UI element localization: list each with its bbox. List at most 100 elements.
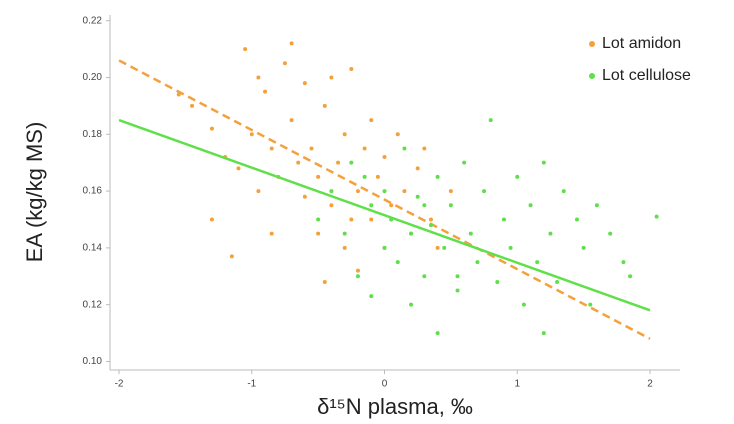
point [289, 118, 294, 123]
point [455, 288, 460, 293]
y-tick-label: 0.12 [83, 299, 103, 310]
point [415, 194, 420, 199]
point [269, 231, 274, 236]
point [369, 217, 374, 222]
point [581, 245, 586, 250]
point [355, 274, 360, 279]
point [422, 203, 427, 208]
point [369, 203, 374, 208]
point [316, 231, 321, 236]
point [289, 41, 294, 46]
point [488, 118, 493, 123]
point [236, 166, 241, 171]
y-tick-label: 0.18 [83, 129, 103, 140]
y-tick-label: 0.22 [83, 15, 103, 26]
legend-marker [589, 73, 595, 79]
point [501, 217, 506, 222]
point [621, 260, 626, 265]
point [395, 132, 400, 137]
point [561, 189, 566, 194]
point [448, 203, 453, 208]
point [422, 274, 427, 279]
point [302, 194, 307, 199]
point [336, 160, 341, 165]
point [422, 146, 427, 151]
y-axis-label: EA (kg/kg MS) [22, 122, 47, 263]
point [515, 174, 520, 179]
point [309, 146, 314, 151]
point [654, 214, 659, 219]
point [329, 203, 334, 208]
point [628, 274, 633, 279]
x-tick-label: -1 [247, 379, 256, 390]
point [475, 260, 480, 265]
point [296, 160, 301, 165]
x-tick-label: 0 [382, 379, 388, 390]
point [322, 103, 327, 108]
point [375, 174, 380, 179]
x-tick-label: 1 [514, 379, 520, 390]
point [528, 203, 533, 208]
point [402, 146, 407, 151]
point [442, 245, 447, 250]
point [316, 217, 321, 222]
fit-line [118, 59, 651, 340]
y-tick-label: 0.20 [83, 72, 103, 83]
point [382, 189, 387, 194]
point [521, 302, 526, 307]
point [448, 189, 453, 194]
point [349, 66, 354, 71]
point [548, 231, 553, 236]
point [355, 268, 360, 273]
point [389, 203, 394, 208]
legend-marker [589, 41, 595, 47]
point [282, 61, 287, 66]
legend-label: Lot cellulose [602, 67, 691, 84]
point [229, 254, 234, 259]
point [369, 118, 374, 123]
point [369, 294, 374, 299]
point [263, 89, 268, 94]
point [608, 231, 613, 236]
point [190, 103, 195, 108]
point [249, 132, 254, 137]
point [349, 160, 354, 165]
point [362, 174, 367, 179]
fit-line [118, 118, 651, 312]
point [482, 189, 487, 194]
x-tick-label: 2 [647, 379, 653, 390]
point [342, 245, 347, 250]
point [428, 223, 433, 228]
point [256, 189, 261, 194]
point [342, 231, 347, 236]
point [588, 302, 593, 307]
point [435, 174, 440, 179]
point [535, 260, 540, 265]
x-tick-label: -2 [115, 379, 124, 390]
legend-label: Lot amidon [602, 35, 681, 52]
point [349, 217, 354, 222]
point [342, 132, 347, 137]
point [382, 245, 387, 250]
point [555, 279, 560, 284]
y-tick-label: 0.14 [83, 243, 103, 254]
point [209, 217, 214, 222]
point [435, 245, 440, 250]
point [402, 189, 407, 194]
point [428, 217, 433, 222]
point [362, 146, 367, 151]
point [329, 75, 334, 80]
point [329, 189, 334, 194]
point [316, 174, 321, 179]
y-tick-label: 0.10 [83, 356, 103, 367]
point [382, 155, 387, 159]
point [409, 231, 414, 236]
point [302, 81, 307, 86]
point [594, 203, 599, 208]
point [468, 231, 473, 236]
point [508, 245, 513, 250]
point [322, 279, 327, 284]
x-axis-label: δ¹⁵N plasma, ‰ [317, 394, 473, 419]
point [243, 47, 248, 52]
